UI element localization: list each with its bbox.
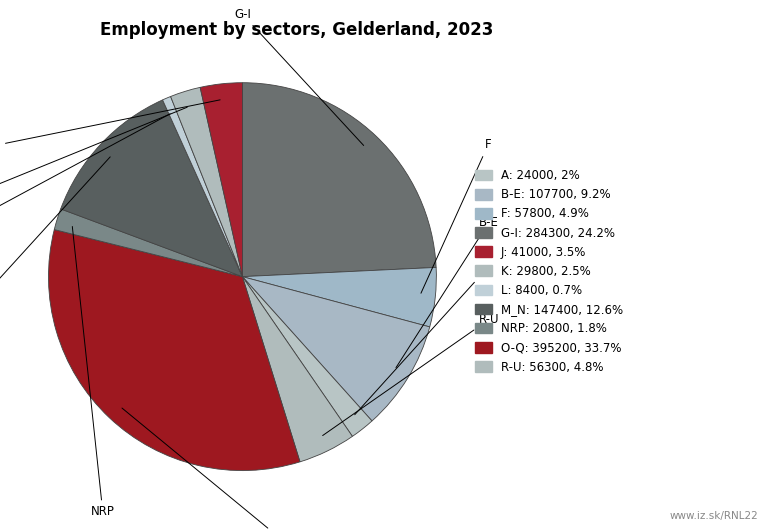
Wedge shape (163, 96, 242, 277)
Text: NRP: NRP (72, 227, 115, 519)
Legend: A: 24000, 2%, B-E: 107700, 9.2%, F: 57800, 4.9%, G-I: 284300, 24.2%, J: 41000, 3: A: 24000, 2%, B-E: 107700, 9.2%, F: 5780… (475, 169, 623, 373)
Wedge shape (242, 82, 436, 277)
Wedge shape (242, 277, 353, 462)
Wedge shape (54, 209, 242, 277)
Text: L: L (0, 114, 170, 221)
Text: G-I: G-I (234, 7, 364, 145)
Text: www.iz.sk/RNL22: www.iz.sk/RNL22 (670, 511, 759, 521)
Wedge shape (242, 277, 372, 436)
Text: O-Q: O-Q (122, 408, 293, 532)
Text: K: K (0, 107, 187, 194)
Text: J: J (0, 100, 221, 151)
Text: R-U: R-U (323, 313, 500, 436)
Text: B-E: B-E (396, 216, 499, 368)
Text: Employment by sectors, Gelderland, 2023: Employment by sectors, Gelderland, 2023 (100, 21, 494, 39)
Text: F: F (421, 138, 491, 293)
Wedge shape (61, 100, 242, 277)
Text: A: A (355, 266, 487, 415)
Wedge shape (48, 229, 300, 471)
Wedge shape (200, 82, 242, 277)
Wedge shape (242, 268, 436, 327)
Wedge shape (242, 277, 430, 421)
Wedge shape (170, 87, 242, 277)
Text: M_N: M_N (0, 157, 110, 326)
